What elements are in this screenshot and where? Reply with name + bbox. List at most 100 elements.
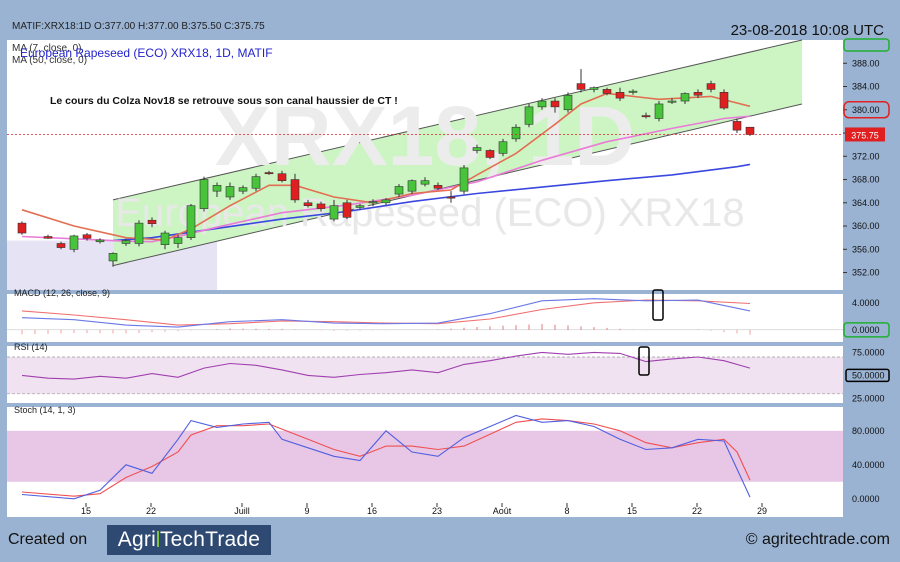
candle-body [329,205,339,220]
highlight-380-box [843,101,890,119]
candle-body [407,180,417,192]
x-tick-label: 15 [627,506,637,516]
candle-body [147,219,157,225]
x-tick-label: 9 [304,506,309,516]
legend-ma7: MA (7, close, 0) [12,43,81,54]
candle-body [615,92,625,99]
candle-body [82,234,92,239]
x-tick-label: 8 [564,506,569,516]
candle-body [433,185,443,189]
candle-body [108,253,118,262]
candle-body [368,201,378,204]
macd-crossover-marker [652,289,664,321]
price-y-tick-label: 388.00 [852,58,880,68]
price-y-tick-label: 368.00 [852,175,880,185]
price-y-tick-label: 356.00 [852,244,880,254]
price-y-tick-label: 384.00 [852,82,880,92]
agritechtrade-logo: Agri TechTrade [107,525,271,555]
rsi-title: RSI (14) [14,342,48,352]
macd-y-tick-label: 4.0000 [852,298,880,308]
rsi-y-tick-label: 50.0000 [852,370,885,380]
stoch-k-line [21,414,751,500]
timestamp: 23-08-2018 10:08 UTC [730,22,884,39]
legend-ma50: MA (50, close, 0) [12,55,87,66]
stoch-y-tick-label: 80.0000 [852,426,885,436]
price-y-tick-label: 364.00 [852,198,880,208]
candle-body [342,202,352,218]
candle-body [173,237,183,244]
candle-body [524,106,534,125]
candle-body [563,94,573,111]
candle-body [69,235,79,250]
macd-panel-bg [7,294,843,342]
ohlc-header: MATIF:XRX18:1D O:377.00 H:377.00 B:375.5… [12,21,265,32]
ma7-line [21,92,751,241]
candle-body [602,89,612,94]
candle-body [290,179,300,201]
candle-body [745,126,755,135]
stoch-y-tick-label: 0.0000 [852,494,880,504]
created-on-label: Created on [8,531,88,548]
candle-body [277,173,287,181]
candle-body [43,236,53,239]
candle-body [420,180,430,185]
rsi-y-tick-label: 75.0000 [852,347,885,357]
candle-body [706,83,716,90]
candle-body [628,90,638,93]
candle-body [680,93,690,102]
x-tick-label: Août [493,506,512,516]
candle-body [654,103,664,119]
macd-line [21,298,751,328]
candle-body [355,205,365,208]
annotation-text: Le cours du Colza Nov18 se retrouve sous… [50,95,398,107]
macd-y-tick-label: 0.0000 [852,325,880,335]
x-tick-label: 23 [432,506,442,516]
x-tick-label: 22 [146,506,156,516]
macd-zero-highlight [843,322,890,338]
rsi-50-highlight [845,368,890,383]
candle-body [498,141,508,154]
x-tick-label: 29 [757,506,767,516]
macd-title: MACD (12, 26, close, 9) [14,288,110,298]
candle-body [537,100,547,108]
candle-body [589,87,599,90]
x-tick-label: 15 [81,506,91,516]
candle-body [95,239,105,243]
x-tick-label: 22 [692,506,702,516]
rsi-line [21,351,751,380]
candle-body [121,240,131,244]
candle-body [459,167,469,192]
candle-body [264,172,274,175]
stoch-d-line [21,418,751,497]
candle-body [394,186,404,195]
x-tick-label: 16 [367,506,377,516]
candle-body [485,150,495,158]
candle-body [667,100,677,103]
last-price-label: 375.75 [851,130,879,140]
highlight-top-box [843,38,890,52]
candle-body [732,121,742,131]
channel-upper-line [112,39,803,201]
candle-body [446,196,456,199]
candle-body [56,243,66,248]
stoch-band [7,430,843,482]
candle-body [576,83,586,90]
candle-body [303,202,313,206]
candle-body [719,92,729,109]
x-tick-label: Juill [234,506,250,516]
candle-body [134,222,144,244]
candle-body [251,176,261,189]
candle-body [472,147,482,151]
candle-body [316,203,326,209]
copyright: © agritechtrade.com [745,531,890,548]
rsi-band [7,357,843,394]
candle-body [160,232,170,245]
candle-body [186,205,196,238]
stoch-title: Stoch (14, 1, 3) [14,405,76,415]
price-y-tick-label: 380.00 [852,105,880,115]
price-title: European Rapeseed (ECO) XRX18, 1D, MATIF [20,46,273,60]
price-y-tick-label: 352.00 [852,268,880,278]
candle-body [511,126,521,140]
last-price-tag [845,127,885,142]
candle-body [212,185,222,192]
